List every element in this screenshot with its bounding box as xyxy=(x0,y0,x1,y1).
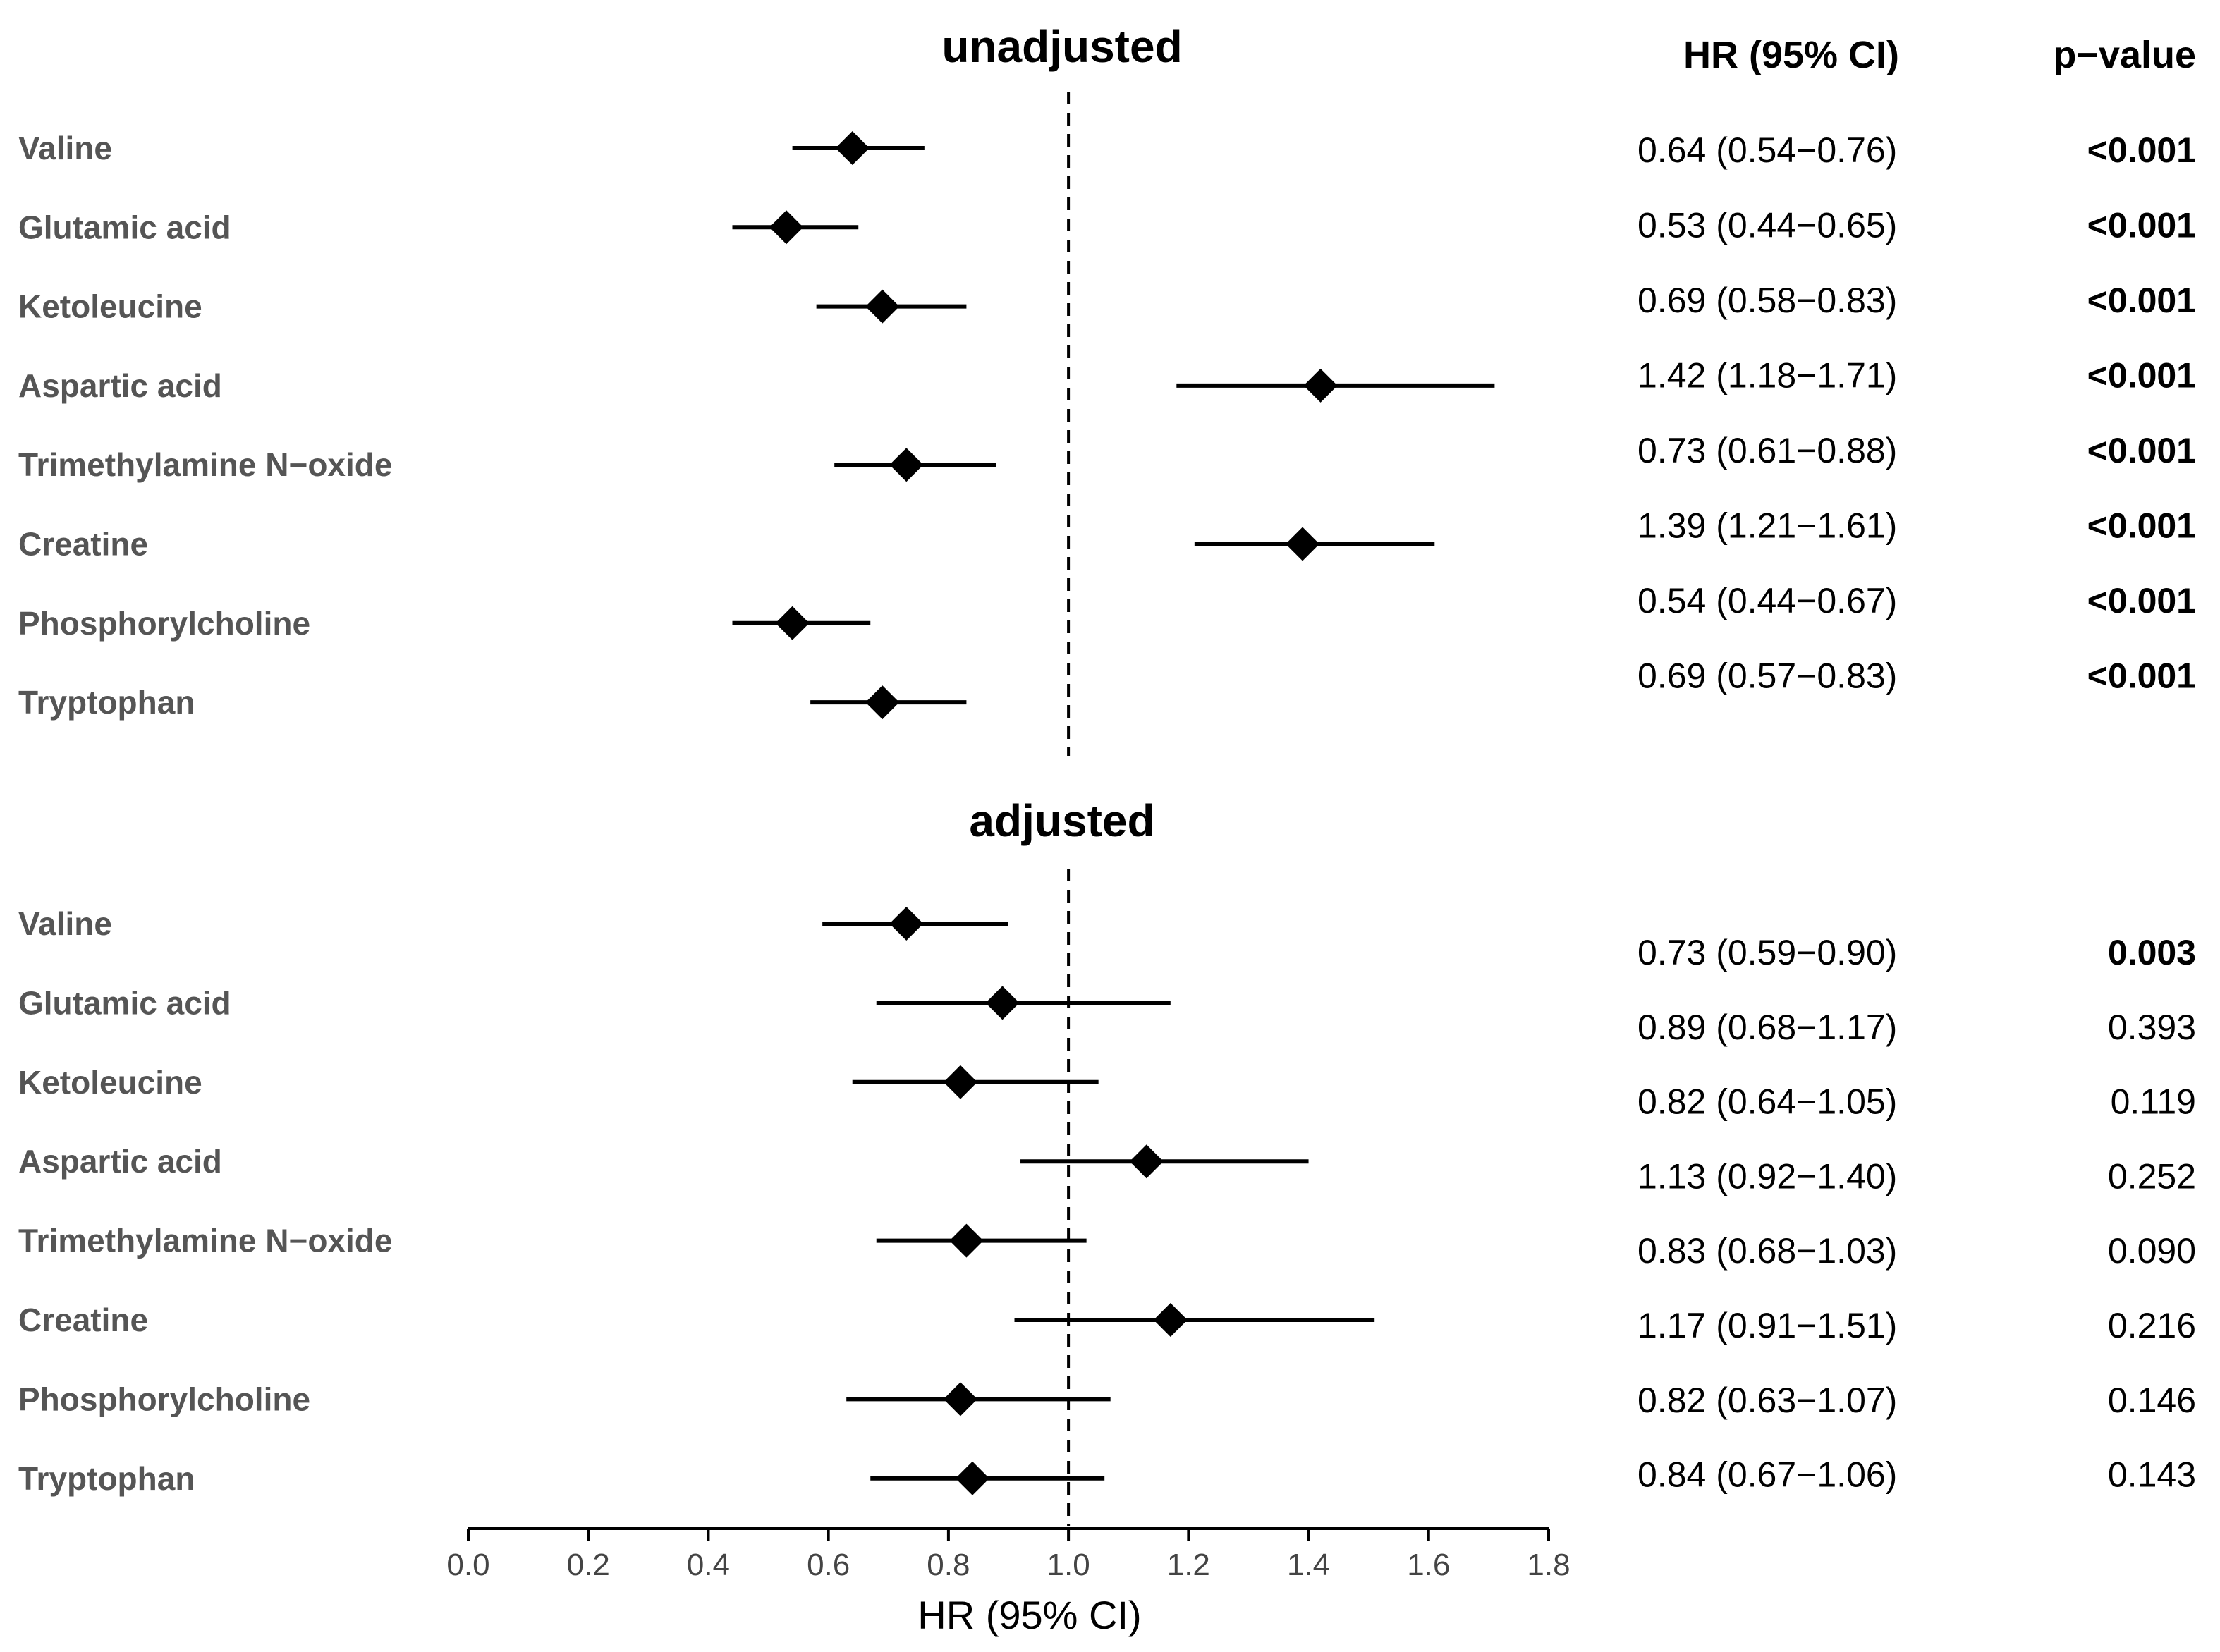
row-label: Trimethylamine N−oxide xyxy=(18,446,392,483)
p-value: 0.119 xyxy=(2111,1082,2196,1122)
hr-ci-value: 0.82 (0.64−1.05) xyxy=(1637,1082,1897,1122)
panel-title-adjusted: adjusted xyxy=(969,795,1154,846)
row-label: Ketoleucine xyxy=(18,1064,202,1101)
p-value: 0.003 xyxy=(2108,933,2196,972)
row-label: Glutamic acid xyxy=(18,984,231,1021)
hr-ci-value: 0.54 (0.44−0.67) xyxy=(1637,581,1897,620)
p-value: 0.090 xyxy=(2108,1231,2196,1271)
row-label: Phosphorylcholine xyxy=(18,1381,310,1417)
hr-point-marker xyxy=(769,210,804,245)
x-tick-label: 1.0 xyxy=(1047,1548,1090,1582)
row-label: Trimethylamine N−oxide xyxy=(18,1223,392,1259)
forest-row: Ketoleucine 0.82 (0.64−1.05) 0.119 xyxy=(18,1064,2196,1122)
forest-row: Phosphorylcholine 0.82 (0.63−1.07) 0.146 xyxy=(18,1381,2196,1420)
p-value: 0.393 xyxy=(2108,1008,2196,1047)
hr-point-marker xyxy=(1286,527,1320,561)
p-value: <0.001 xyxy=(2087,506,2196,546)
forest-row: Glutamic acid 0.89 (0.68−1.17) 0.393 xyxy=(18,984,2196,1046)
row-label: Valine xyxy=(18,130,112,166)
p-value: <0.001 xyxy=(2087,581,2196,620)
hr-point-marker xyxy=(943,1382,977,1417)
hr-ci-value: 0.69 (0.58−0.83) xyxy=(1637,281,1897,320)
row-label: Ketoleucine xyxy=(18,288,202,325)
row-label: Glutamic acid xyxy=(18,209,231,245)
x-tick-label: 0.0 xyxy=(446,1548,489,1582)
hr-point-marker xyxy=(889,907,924,941)
x-tick-label: 1.2 xyxy=(1167,1548,1210,1582)
x-tick-label: 0.6 xyxy=(807,1548,850,1582)
x-tick-label: 1.4 xyxy=(1287,1548,1330,1582)
row-label: Phosphorylcholine xyxy=(18,605,310,642)
forest-row: Valine 0.64 (0.54−0.76) <0.001 xyxy=(18,130,2196,170)
hr-ci-value: 1.39 (1.21−1.61) xyxy=(1637,506,1897,546)
hr-ci-value: 0.82 (0.63−1.07) xyxy=(1637,1381,1897,1420)
p-value: 0.252 xyxy=(2108,1156,2196,1196)
row-label: Aspartic acid xyxy=(18,367,222,404)
hr-point-marker xyxy=(943,1065,977,1099)
forest-row: Ketoleucine 0.69 (0.58−0.83) <0.001 xyxy=(18,281,2196,325)
p-value: <0.001 xyxy=(2087,431,2196,470)
p-value: <0.001 xyxy=(2087,281,2196,320)
p-value: <0.001 xyxy=(2087,356,2196,396)
hr-point-marker xyxy=(955,1461,989,1495)
hr-ci-value: 0.73 (0.61−0.88) xyxy=(1637,431,1897,470)
hr-point-marker xyxy=(1303,368,1338,403)
p-value: <0.001 xyxy=(2087,206,2196,245)
forest-row: Aspartic acid 1.42 (1.18−1.71) <0.001 xyxy=(18,356,2196,404)
hr-point-marker xyxy=(1153,1303,1188,1337)
hr-point-marker xyxy=(985,986,1020,1020)
hr-ci-value: 0.53 (0.44−0.65) xyxy=(1637,206,1897,245)
hr-point-marker xyxy=(865,685,900,720)
x-tick-label: 1.6 xyxy=(1407,1548,1450,1582)
forest-row: Tryptophan 0.69 (0.57−0.83) <0.001 xyxy=(18,656,2196,721)
row-label: Valine xyxy=(18,905,112,942)
hr-ci-value: 1.17 (0.91−1.51) xyxy=(1637,1306,1897,1345)
x-tick-label: 0.4 xyxy=(687,1548,730,1582)
forest-row: Phosphorylcholine 0.54 (0.44−0.67) <0.001 xyxy=(18,581,2196,642)
p-value: 0.146 xyxy=(2108,1381,2196,1420)
forest-row: Valine 0.73 (0.59−0.90) 0.003 xyxy=(18,905,2196,972)
forest-row: Trimethylamine N−oxide 0.83 (0.68−1.03) 0.… xyxy=(18,1223,2196,1271)
hr-ci-value: 1.42 (1.18−1.71) xyxy=(1637,356,1897,396)
row-label: Aspartic acid xyxy=(18,1143,222,1180)
forest-row: Creatine 1.39 (1.21−1.61) <0.001 xyxy=(18,506,2196,563)
x-tick-label: 0.2 xyxy=(567,1548,610,1582)
hr-point-marker xyxy=(889,448,924,482)
hr-ci-value: 0.69 (0.57−0.83) xyxy=(1637,656,1897,696)
hr-ci-value: 0.89 (0.68−1.17) xyxy=(1637,1008,1897,1047)
hr-column-header: HR (95% CI) xyxy=(1683,34,1899,76)
p-value-column-header: p−value xyxy=(2053,34,2196,76)
hr-point-marker xyxy=(865,289,900,324)
p-value: <0.001 xyxy=(2087,130,2196,170)
forest-row: Creatine 1.17 (0.91−1.51) 0.216 xyxy=(18,1302,2196,1345)
panel-title-unadjusted: unadjusted xyxy=(941,21,1182,72)
row-label: Creatine xyxy=(18,1302,148,1338)
hr-ci-value: 1.13 (0.92−1.40) xyxy=(1637,1156,1897,1196)
p-value: <0.001 xyxy=(2087,656,2196,696)
row-label: Creatine xyxy=(18,526,148,563)
hr-point-marker xyxy=(1129,1144,1164,1179)
hr-ci-value: 0.84 (0.67−1.06) xyxy=(1637,1455,1897,1495)
hr-point-marker xyxy=(835,131,870,165)
hr-point-marker xyxy=(775,606,810,640)
hr-ci-value: 0.64 (0.54−0.76) xyxy=(1637,130,1897,170)
forest-row: Trimethylamine N−oxide 0.73 (0.61−0.88) <0… xyxy=(18,431,2196,483)
row-label: Tryptophan xyxy=(18,684,195,721)
forest-row: Aspartic acid 1.13 (0.92−1.40) 0.252 xyxy=(18,1143,2196,1196)
p-value: 0.143 xyxy=(2108,1455,2196,1495)
row-label: Tryptophan xyxy=(18,1460,195,1497)
forest-row: Tryptophan 0.84 (0.67−1.06) 0.143 xyxy=(18,1455,2196,1497)
x-tick-label: 0.8 xyxy=(927,1548,970,1582)
hr-ci-value: 0.83 (0.68−1.03) xyxy=(1637,1231,1897,1271)
hr-point-marker xyxy=(949,1223,984,1258)
forest-row: Glutamic acid 0.53 (0.44−0.65) <0.001 xyxy=(18,206,2196,246)
hr-ci-value: 0.73 (0.59−0.90) xyxy=(1637,933,1897,972)
x-axis-title: HR (95% CI) xyxy=(917,1593,1141,1637)
x-tick-label: 1.8 xyxy=(1527,1548,1570,1582)
p-value: 0.216 xyxy=(2108,1306,2196,1345)
